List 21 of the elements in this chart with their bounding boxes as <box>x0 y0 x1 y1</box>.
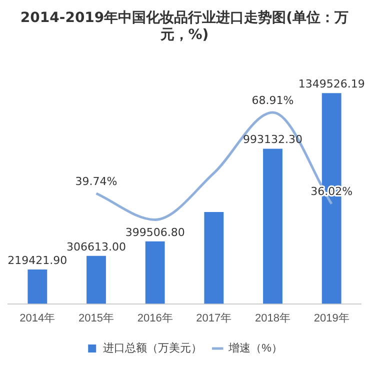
data-label: 1349526.19 <box>298 77 365 90</box>
data-label: 68.91% <box>252 94 294 107</box>
data-label: 993132.30 <box>243 133 302 146</box>
bar <box>28 270 48 304</box>
legend-label: 进口总额（万美元） <box>103 342 202 355</box>
bar <box>145 241 165 304</box>
x-tick-label: 2019年 <box>314 312 350 324</box>
x-tick-label: 2014年 <box>20 312 56 324</box>
bar <box>204 212 224 304</box>
x-tick-label: 2015年 <box>78 312 114 324</box>
chart-title: 2014-2019年中国化妆品行业进口走势图(单位：万元，%) <box>19 10 350 44</box>
bar <box>263 148 282 304</box>
x-tick-label: 2016年 <box>137 312 173 324</box>
data-label: 399506.80 <box>125 226 185 239</box>
bar <box>86 256 106 304</box>
x-tick-label: 2018年 <box>255 312 290 324</box>
x-tick-label: 2017年 <box>196 312 232 324</box>
data-label: 39.74% <box>75 174 118 188</box>
data-label: 306613.00 <box>66 240 126 254</box>
legend-label: 增速（%） <box>228 342 282 355</box>
data-label: 219421.90 <box>8 254 68 267</box>
